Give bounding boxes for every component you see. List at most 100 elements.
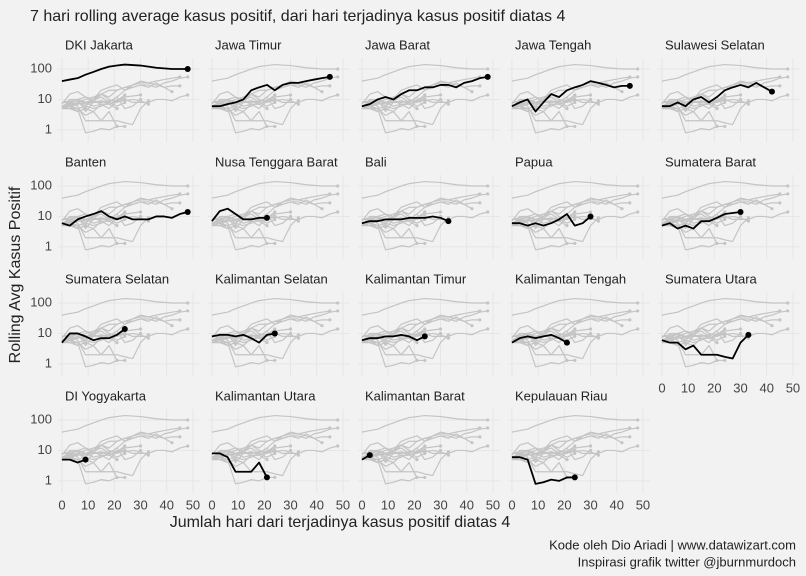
end-point [115,224,119,228]
end-point [138,97,143,102]
series-line [361,215,425,227]
end-point [320,324,324,328]
end-point [626,82,633,89]
series-line [661,101,718,127]
series-line [61,314,180,347]
end-point [446,450,450,454]
x-tick-label: 10 [81,497,95,512]
series-line [61,63,188,83]
x-tick-label: 0 [508,497,515,512]
end-point [423,327,427,331]
panel-title: Banten [65,154,106,169]
series-line [661,334,750,360]
series-line [61,431,180,464]
end-point [288,210,293,214]
end-point [423,475,427,480]
end-point [636,418,640,422]
series-line [211,222,275,251]
end-point [470,207,474,211]
end-point [186,75,190,79]
series-line [511,101,568,127]
end-point [723,210,727,214]
end-point [565,107,569,111]
end-point [296,99,300,103]
end-point [421,333,428,340]
panel-title: Sumatera Barat [665,154,756,169]
x-tick-label: 40 [609,497,623,512]
end-point [336,309,340,313]
end-point [273,241,277,246]
series-line [211,215,275,227]
end-point [273,100,277,104]
end-point [723,124,727,129]
end-point [596,219,600,223]
y-tick-label: 1 [45,472,52,487]
end-point [218,219,222,223]
series-line [511,213,592,227]
end-point [588,331,593,336]
end-point [636,184,640,188]
series-line [211,76,330,108]
series-line [361,342,386,347]
end-point [636,93,640,97]
series-line [361,414,488,433]
x-tick-label: 0 [658,380,665,395]
end-point [484,73,491,80]
x-tick-label: 40 [759,380,773,395]
end-point [296,216,300,220]
end-point [288,327,293,331]
end-point [620,324,624,328]
end-point [786,75,790,79]
series-line [511,414,638,433]
end-point [336,67,340,71]
end-point [786,210,790,214]
series-line [661,197,780,230]
end-point [596,99,600,103]
end-point [478,435,482,439]
series-line [61,197,180,230]
y-tick-label: 100 [30,294,52,309]
end-point [573,358,577,363]
end-point [273,124,277,129]
end-point [478,201,482,205]
end-point [123,97,127,102]
end-point [265,107,269,111]
end-point [486,418,490,422]
end-point [588,210,593,214]
panel-title: Sulawesi Selatan [665,37,765,52]
end-point [715,224,719,228]
end-point [233,458,238,462]
end-point [768,88,775,95]
end-point [746,216,750,220]
end-point [636,75,640,79]
end-point [438,327,443,331]
series-line [511,215,575,227]
end-point [273,97,277,102]
end-point [518,219,522,223]
x-tick-label: 40 [309,497,323,512]
end-point [296,219,300,223]
end-point [186,309,190,313]
x-tick-label: 30 [133,497,147,512]
series-line [511,333,568,344]
end-point [723,334,727,338]
end-point [115,458,119,462]
end-point [596,216,600,220]
end-point [770,324,774,328]
end-point [186,192,190,196]
end-point [178,318,182,322]
series-line [61,458,86,464]
end-point [423,448,427,453]
series-line [361,211,426,227]
x-tick-label: 50 [186,497,200,512]
end-point [573,451,577,455]
end-point [738,327,743,331]
end-point [218,102,222,106]
end-point [746,102,750,106]
end-point [518,453,522,457]
end-point [636,67,640,71]
y-tick-label: 1 [45,355,52,370]
series-line [361,105,425,134]
series-line [361,314,480,347]
